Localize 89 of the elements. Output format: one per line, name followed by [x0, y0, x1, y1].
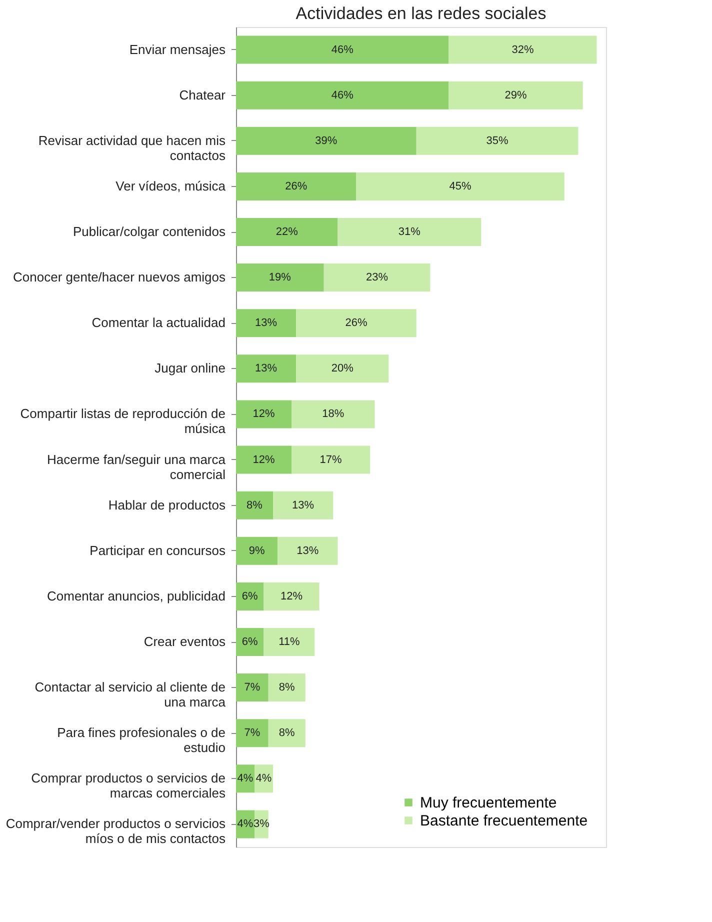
- y-tick-label: Publicar/colgar contenidos: [73, 224, 226, 239]
- bar: [296, 354, 389, 383]
- bar: [236, 354, 296, 383]
- data-label: 6%: [242, 590, 258, 602]
- bar: [268, 674, 306, 702]
- y-tick-label: Participar en concursos: [90, 542, 226, 558]
- bar: [416, 126, 578, 155]
- bar: [236, 628, 264, 656]
- data-label: 45%: [449, 180, 472, 192]
- data-label: 4%: [256, 772, 272, 785]
- bar: [236, 400, 292, 428]
- data-label: 13%: [296, 544, 319, 557]
- bar: [236, 172, 356, 200]
- data-label: 26%: [345, 317, 368, 330]
- bar: [278, 536, 338, 565]
- bar: [448, 36, 597, 64]
- data-label: 29%: [504, 89, 528, 102]
- y-tick-label: Conocer gente/hacer nuevos amigos: [13, 270, 226, 285]
- data-label: 4%: [237, 772, 254, 785]
- data-label: 31%: [398, 226, 421, 238]
- y-tick-label: Chatear: [179, 87, 226, 102]
- data-label: 12%: [252, 408, 275, 420]
- data-label: 35%: [486, 134, 509, 147]
- bar: [356, 172, 564, 200]
- bar: [236, 218, 338, 246]
- data-label: 6%: [242, 636, 258, 648]
- data-label: 19%: [268, 272, 292, 284]
- data-label: 12%: [280, 590, 303, 602]
- data-label: 18%: [322, 408, 344, 420]
- legend-label: Muy frecuentemente: [420, 794, 557, 812]
- data-label: 20%: [331, 362, 354, 375]
- bar: [236, 582, 264, 610]
- data-label: 13%: [255, 317, 278, 330]
- y-tick-label: Comentar la actualidad: [92, 315, 226, 330]
- data-label: 7%: [244, 682, 260, 694]
- bar: [292, 400, 375, 428]
- data-label: 11%: [278, 636, 300, 648]
- bar: [268, 719, 306, 748]
- data-label: 9%: [248, 544, 265, 557]
- data-label: 4%: [237, 818, 254, 830]
- data-label: 8%: [246, 499, 263, 512]
- y-tick-label: Contactar al servicio al cliente de una marca: [34, 680, 226, 710]
- bar: [236, 126, 416, 155]
- data-label: 12%: [252, 454, 275, 466]
- data-label: 39%: [315, 134, 338, 147]
- bar: [236, 674, 268, 702]
- bar: [264, 628, 315, 656]
- y-tick-label: Enviar mensajes: [129, 42, 226, 57]
- data-label: 7%: [244, 727, 260, 740]
- bar: [324, 264, 430, 292]
- data-label: 26%: [285, 180, 308, 192]
- y-tick-label: Comprar productos o servicios de marcas comerciales: [31, 770, 226, 801]
- bar: [236, 536, 278, 565]
- data-label: 32%: [512, 44, 534, 56]
- bar: [236, 81, 449, 110]
- bar: [236, 309, 296, 338]
- y-tick-label: Revisar actividad que hacen mis contactos: [38, 132, 226, 163]
- y-tick-label: Jugar online: [154, 360, 226, 376]
- bar: [264, 582, 320, 610]
- data-label: 8%: [278, 727, 296, 740]
- data-label: 13%: [255, 362, 278, 375]
- y-tick-label: Para fines profesionales o de estudio: [57, 725, 226, 756]
- bar: [292, 446, 370, 474]
- data-label: 46%: [331, 44, 354, 56]
- y-tick-label: Hablar de productos: [108, 497, 226, 512]
- bar: [338, 218, 482, 246]
- y-tick-label: Compartir listas de reproducción de música: [20, 406, 226, 436]
- data-label: 3%: [253, 818, 270, 830]
- data-label: 13%: [292, 499, 314, 512]
- bar: [236, 446, 292, 474]
- bar: [236, 491, 273, 520]
- bar: [448, 81, 583, 110]
- y-tick-label: Hacerme fan/seguir una marca comercial: [47, 452, 226, 482]
- bar: [236, 719, 268, 748]
- bar: [236, 36, 449, 64]
- y-tick-label: Comprar/vender productos o servicios míos o de mis contactos: [6, 816, 226, 846]
- bar: [236, 264, 324, 292]
- data-label: 23%: [366, 272, 388, 284]
- legend-label: Bastante frecuentemente: [420, 812, 588, 830]
- data-label: 8%: [278, 682, 296, 694]
- chart-title: Actividades en las redes sociales: [296, 4, 546, 23]
- y-tick-label: Ver vídeos, música: [116, 178, 226, 194]
- data-label: 46%: [331, 89, 354, 102]
- y-tick-label: Comentar anuncios, publicidad: [47, 588, 226, 604]
- data-label: 22%: [276, 226, 298, 238]
- bar: [296, 309, 416, 338]
- bar: [273, 491, 334, 520]
- data-label: 17%: [320, 454, 342, 466]
- y-tick-label: Crear eventos: [144, 634, 226, 649]
